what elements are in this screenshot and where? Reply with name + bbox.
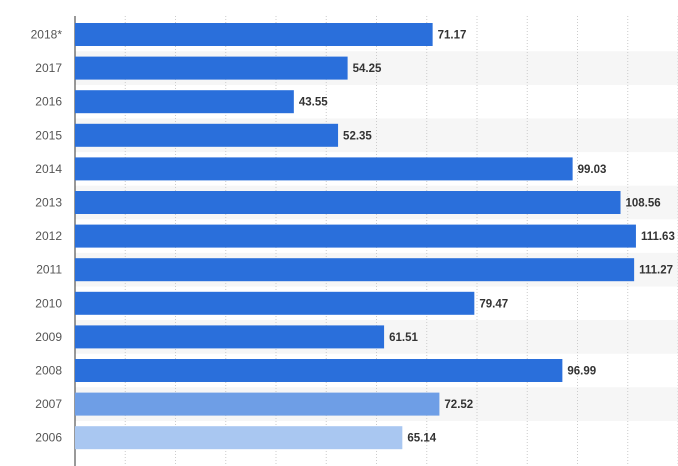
value-label: 79.47 <box>479 298 508 310</box>
category-label: 2010 <box>35 296 62 310</box>
category-label: 2014 <box>35 162 62 176</box>
value-label: 111.63 <box>641 231 675 243</box>
category-label: 2013 <box>35 196 62 210</box>
value-label: 99.03 <box>578 164 607 176</box>
bar <box>75 56 348 80</box>
bar <box>75 392 440 416</box>
value-label: 71.17 <box>438 30 467 42</box>
value-label: 111.27 <box>639 265 673 277</box>
bar <box>75 325 385 349</box>
value-label: 54.25 <box>353 63 382 75</box>
category-label: 2018* <box>31 28 63 42</box>
bar <box>75 291 475 315</box>
category-label: 2016 <box>35 95 62 109</box>
bar <box>75 90 294 114</box>
category-label: 2017 <box>35 61 62 75</box>
category-label: 2012 <box>35 229 62 243</box>
bar <box>75 426 403 450</box>
bars <box>75 23 636 450</box>
bar <box>75 123 339 147</box>
value-label: 52.35 <box>343 130 372 142</box>
bar <box>75 224 636 248</box>
bar <box>75 157 573 181</box>
category-label: 2009 <box>35 330 62 344</box>
value-label: 108.56 <box>626 198 661 210</box>
category-label: 2007 <box>35 397 62 411</box>
bar <box>75 359 563 382</box>
bar <box>75 258 635 282</box>
bar <box>75 23 433 46</box>
category-label: 2008 <box>35 364 62 378</box>
category-label: 2006 <box>35 431 62 445</box>
value-label: 61.51 <box>389 332 418 344</box>
value-label: 43.55 <box>299 97 328 109</box>
value-label: 72.52 <box>444 399 473 411</box>
category-label: 2011 <box>36 263 62 277</box>
category-label: 2015 <box>35 128 62 142</box>
value-label: 65.14 <box>407 433 436 445</box>
bar <box>75 191 621 214</box>
category-labels: 2018* 2017 2016 2015 2014 2013 2012 2011 2010 200… <box>31 28 63 445</box>
value-labels: 71.17 54.25 43.55 52.35 99.03 108.56 111.63 111… <box>299 30 675 445</box>
value-label: 96.99 <box>567 366 596 378</box>
